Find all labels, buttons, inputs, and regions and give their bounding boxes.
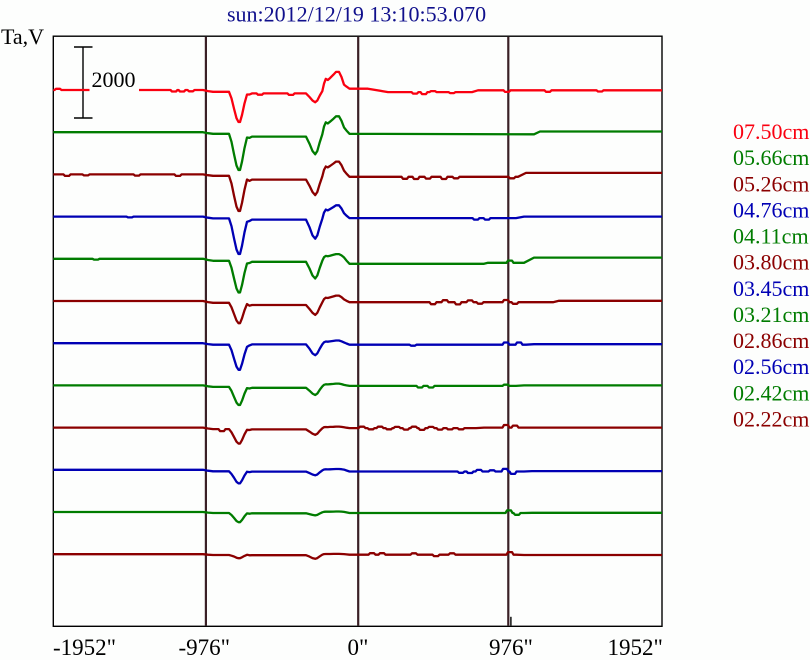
svg-text:07.50cm: 07.50cm <box>733 119 809 144</box>
svg-text:03.21cm: 03.21cm <box>733 302 809 327</box>
svg-text:976": 976" <box>489 635 533 660</box>
svg-text:02.42cm: 02.42cm <box>733 380 809 405</box>
svg-text:-1952": -1952" <box>53 635 116 660</box>
svg-text:05.26cm: 05.26cm <box>733 171 809 196</box>
svg-text:-976": -976" <box>179 635 231 660</box>
svg-text:05.66cm: 05.66cm <box>733 145 809 170</box>
svg-text:sun:2012/12/19 13:10:53.070: sun:2012/12/19 13:10:53.070 <box>227 1 486 26</box>
svg-text:1952": 1952" <box>608 635 663 660</box>
svg-text:04.11cm: 04.11cm <box>733 224 809 249</box>
svg-text:Ta,V: Ta,V <box>1 24 44 49</box>
svg-text:04.76cm: 04.76cm <box>733 197 809 222</box>
svg-text:2000: 2000 <box>92 67 136 92</box>
svg-text:02.22cm: 02.22cm <box>733 406 809 431</box>
svg-text:03.45cm: 03.45cm <box>733 276 809 301</box>
svg-text:02.56cm: 02.56cm <box>733 354 809 379</box>
svg-text:03.80cm: 03.80cm <box>733 250 809 275</box>
svg-text:02.86cm: 02.86cm <box>733 328 809 353</box>
svg-text:0": 0" <box>348 635 369 660</box>
